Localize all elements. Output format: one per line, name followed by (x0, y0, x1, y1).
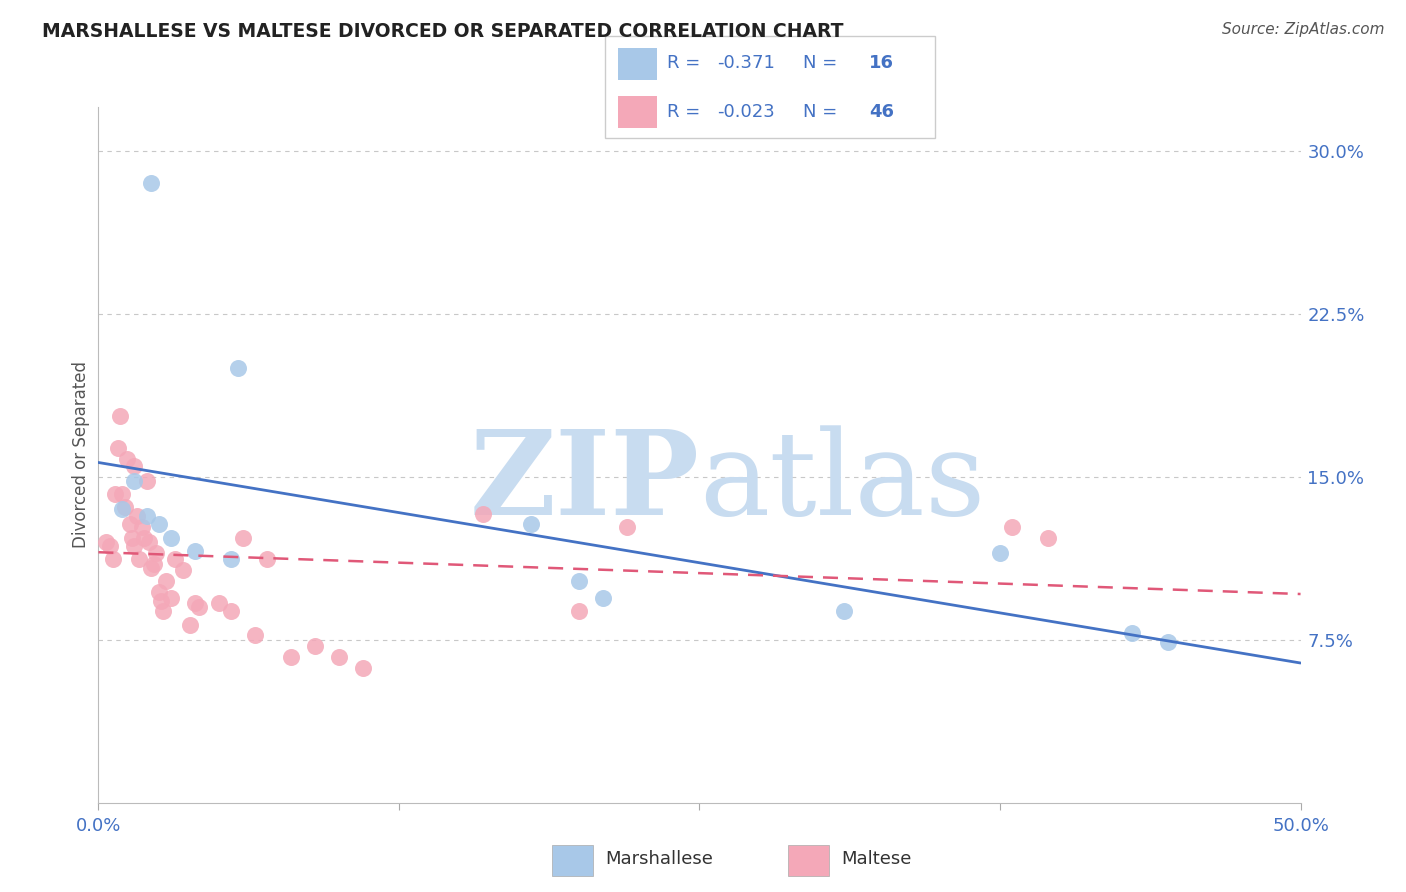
Text: 16: 16 (869, 54, 894, 72)
Point (1036, 531, 1059, 545)
Point (520, 517, 543, 532)
Text: -0.371: -0.371 (717, 54, 775, 72)
Point (145, 546, 167, 560)
Bar (787, 846, 830, 876)
Point (568, 574, 591, 588)
Text: -0.023: -0.023 (717, 103, 775, 120)
Point (1157, 635, 1180, 649)
Point (179, 617, 201, 632)
Point (568, 605, 591, 619)
Bar (617, 96, 658, 128)
Point (988, 546, 1011, 560)
Text: MARSHALLESE VS MALTESE DIVORCED OR SEPARATED CORRELATION CHART: MARSHALLESE VS MALTESE DIVORCED OR SEPAR… (42, 22, 844, 41)
Point (107, 442, 129, 456)
Text: ZIP: ZIP (470, 425, 700, 541)
Text: atlas: atlas (700, 425, 986, 541)
FancyBboxPatch shape (605, 36, 935, 138)
Point (328, 650, 350, 665)
Point (94, 535, 117, 549)
Point (159, 531, 181, 545)
Point (219, 552, 242, 566)
Point (243, 628, 266, 642)
Point (124, 539, 146, 553)
Text: Maltese: Maltese (841, 849, 911, 868)
Point (125, 508, 148, 523)
Text: N =: N = (803, 103, 842, 120)
Point (165, 552, 187, 566)
Text: N =: N = (803, 54, 842, 72)
Bar (551, 846, 593, 876)
Point (232, 531, 254, 545)
Y-axis label: Divorced or Separated: Divorced or Separated (72, 361, 90, 549)
Point (208, 596, 231, 610)
Point (118, 517, 141, 532)
Point (100, 539, 122, 553)
Point (135, 474, 157, 488)
Point (141, 561, 163, 575)
Point (111, 487, 134, 501)
Text: Source: ZipAtlas.com: Source: ZipAtlas.com (1222, 22, 1385, 37)
Point (352, 661, 374, 675)
Point (304, 639, 326, 653)
Point (219, 605, 242, 619)
Point (124, 458, 146, 473)
Point (114, 500, 136, 514)
Bar (617, 48, 658, 79)
Point (117, 452, 139, 467)
Point (280, 650, 302, 665)
Point (148, 585, 170, 599)
Point (832, 605, 855, 619)
Point (1001, 519, 1024, 533)
Point (111, 502, 134, 516)
Point (226, 360, 249, 375)
Text: 46: 46 (869, 103, 894, 120)
Point (135, 508, 157, 523)
Point (188, 600, 211, 615)
Point (616, 519, 638, 533)
Point (141, 176, 163, 190)
Point (128, 552, 150, 566)
Point (152, 605, 174, 619)
Point (132, 531, 155, 545)
Point (101, 552, 124, 566)
Point (592, 591, 614, 606)
Text: Marshallese: Marshallese (605, 849, 713, 868)
Point (159, 591, 181, 606)
Point (131, 519, 153, 533)
Point (1121, 626, 1143, 640)
Point (108, 409, 131, 423)
Text: R =: R = (668, 54, 706, 72)
Point (138, 535, 160, 549)
Point (104, 487, 127, 501)
Point (149, 593, 172, 607)
Point (256, 552, 278, 566)
Point (142, 557, 165, 571)
Point (155, 574, 177, 588)
Text: R =: R = (668, 103, 706, 120)
Point (183, 596, 205, 610)
Point (183, 543, 205, 558)
Point (172, 563, 194, 577)
Point (472, 507, 495, 521)
Point (121, 531, 143, 545)
Point (148, 517, 170, 532)
Point (124, 474, 146, 488)
